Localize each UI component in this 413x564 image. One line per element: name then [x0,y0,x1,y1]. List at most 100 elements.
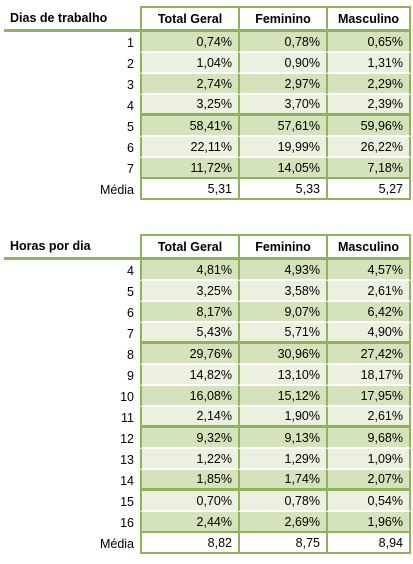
cell-masculino: 5,27 [326,179,411,200]
header-feminino: Feminino [238,234,326,260]
row-label: 7 [127,161,134,176]
cell-masculino: 1,96% [326,512,411,533]
cell-masculino: 17,95% [326,386,411,407]
row-label: 16 [120,515,134,530]
table-row: 8 29,76% 30,96% 27,42% [4,344,411,365]
table-row: 5 58,41% 57,61% 59,96% [4,116,411,137]
cell-feminino: 9,13% [238,428,326,449]
cell-total-geral: 5,31 [140,179,238,200]
row-label: 13 [120,452,134,467]
cell-feminino: 14,05% [238,158,326,179]
header-total-geral: Total Geral [140,234,238,260]
cell-total-geral: 8,17% [140,302,238,323]
row-label-media: Média [99,536,134,551]
cell-masculino: 0,65% [326,32,411,53]
table-row: 12 9,32% 9,13% 9,68% [4,428,411,449]
cell-total-geral: 4,81% [140,260,238,281]
table-row: 6 22,11% 19,99% 26,22% [4,137,411,158]
header-dias-de-trabalho: Dias de trabalho [4,6,140,32]
header-feminino: Feminino [238,6,326,32]
row-label-media: Média [99,182,134,197]
table-header-row: Dias de trabalho Total Geral Feminino Ma… [4,6,411,32]
table-dias-de-trabalho: Dias de trabalho Total Geral Feminino Ma… [4,6,411,200]
cell-total-geral: 29,76% [140,344,238,365]
table-row: 14 1,85% 1,74% 2,07% [4,470,411,491]
header-horas-por-dia: Horas por dia [4,234,140,260]
cell-total-geral: 0,70% [140,491,238,512]
cell-feminino: 1,29% [238,449,326,470]
header-masculino: Masculino [326,6,411,32]
cell-feminino: 3,70% [238,95,326,116]
table-row-average: Média 8,82 8,75 8,94 [4,533,411,554]
table-row: 7 5,43% 5,71% 4,90% [4,323,411,344]
cell-feminino: 3,58% [238,281,326,302]
table-header-row: Horas por dia Total Geral Feminino Mascu… [4,234,411,260]
cell-total-geral: 16,08% [140,386,238,407]
cell-feminino: 0,90% [238,53,326,74]
row-label: 9 [127,368,134,383]
table-row: 16 2,44% 2,69% 1,96% [4,512,411,533]
table-row-average: Média 5,31 5,33 5,27 [4,179,411,200]
cell-feminino: 57,61% [238,116,326,137]
cell-total-geral: 8,82 [140,533,238,554]
table-row: 7 11,72% 14,05% 7,18% [4,158,411,179]
row-label: 8 [127,347,134,362]
cell-feminino: 5,33 [238,179,326,200]
cell-feminino: 5,71% [238,323,326,344]
table-row: 3 2,74% 2,97% 2,29% [4,74,411,95]
cell-masculino: 2,61% [326,281,411,302]
table-row: 11 2,14% 1,90% 2,61% [4,407,411,428]
table-row: 4 4,81% 4,93% 4,57% [4,260,411,281]
cell-total-geral: 2,14% [140,407,238,428]
row-label: 12 [120,431,134,446]
cell-feminino: 15,12% [238,386,326,407]
cell-masculino: 6,42% [326,302,411,323]
cell-feminino: 30,96% [238,344,326,365]
cell-masculino: 2,61% [326,407,411,428]
cell-masculino: 2,29% [326,74,411,95]
table-row: 6 8,17% 9,07% 6,42% [4,302,411,323]
table-row: 1 0,74% 0,78% 0,65% [4,32,411,53]
cell-masculino: 1,31% [326,53,411,74]
cell-masculino: 7,18% [326,158,411,179]
cell-total-geral: 5,43% [140,323,238,344]
cell-total-geral: 2,74% [140,74,238,95]
cell-feminino: 2,97% [238,74,326,95]
table-row: 2 1,04% 0,90% 1,31% [4,53,411,74]
cell-masculino: 26,22% [326,137,411,158]
row-label: 5 [127,119,134,134]
cell-feminino: 13,10% [238,365,326,386]
header-masculino: Masculino [326,234,411,260]
row-label: 5 [127,284,134,299]
cell-total-geral: 11,72% [140,158,238,179]
cell-masculino: 1,09% [326,449,411,470]
header-total-geral: Total Geral [140,6,238,32]
cell-masculino: 4,57% [326,260,411,281]
row-label: 4 [127,263,134,278]
row-label: 6 [127,305,134,320]
row-label: 3 [127,77,134,92]
cell-masculino: 4,90% [326,323,411,344]
row-label: 1 [127,35,134,50]
cell-feminino: 4,93% [238,260,326,281]
cell-masculino: 2,39% [326,95,411,116]
cell-total-geral: 22,11% [140,137,238,158]
cell-total-geral: 3,25% [140,95,238,116]
cell-total-geral: 2,44% [140,512,238,533]
table-horas-por-dia: Horas por dia Total Geral Feminino Mascu… [4,234,411,554]
row-label: 2 [127,56,134,71]
table-row: 15 0,70% 0,78% 0,54% [4,491,411,512]
row-label: 6 [127,140,134,155]
cell-feminino: 2,69% [238,512,326,533]
cell-feminino: 0,78% [238,491,326,512]
table-row: 4 3,25% 3,70% 2,39% [4,95,411,116]
cell-feminino: 1,74% [238,470,326,491]
row-label: 15 [120,494,134,509]
table-row: 13 1,22% 1,29% 1,09% [4,449,411,470]
cell-masculino: 0,54% [326,491,411,512]
cell-masculino: 27,42% [326,344,411,365]
cell-feminino: 0,78% [238,32,326,53]
row-label: 14 [120,473,134,488]
cell-total-geral: 14,82% [140,365,238,386]
cell-feminino: 19,99% [238,137,326,158]
